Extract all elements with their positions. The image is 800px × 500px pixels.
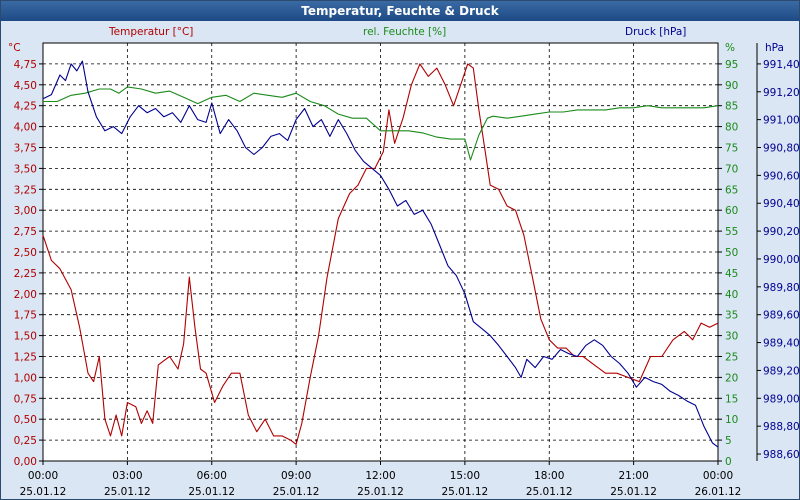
time-tick-label: 00:00 [703,470,733,482]
humidity-tick-label: 20 [725,372,738,384]
window-title: Temperatur, Feuchte & Druck [1,1,799,21]
humidity-tick-label: 50 [725,247,738,259]
humidity-tick-label: 45 [725,268,738,280]
temperature-tick-label: 3,75 [14,143,37,155]
temperature-tick-label: 4,50 [14,80,37,92]
date-tick-label: 25.01.12 [357,486,404,498]
pressure-tick-label: 991,40 [763,59,799,71]
temperature-tick-label: 1,50 [14,331,37,343]
humidity-tick-label: 40 [725,289,738,301]
temperature-tick-label: 1,25 [14,352,37,364]
humidity-tick-label: 95 [725,59,738,71]
pressure-tick-label: 989,80 [763,282,799,294]
humidity-tick-label: 10 [725,414,738,426]
time-tick-label: 09:00 [281,470,311,482]
pressure-tick-label: 991,00 [763,115,799,127]
humidity-tick-label: 80 [725,122,738,134]
time-tick-label: 15:00 [450,470,480,482]
date-tick-label: 25.01.12 [526,486,573,498]
date-tick-label: 25.01.12 [273,486,320,498]
pressure-tick-label: 989,00 [763,393,799,405]
humidity-tick-label: 60 [725,205,738,217]
temperature-tick-label: 4,75 [14,59,37,71]
temperature-tick-label: 1,00 [14,372,37,384]
temperature-tick-label: 3,25 [14,184,37,196]
axis-titles: °C Temperatur [°C] rel. Feuchte [%] % Dr… [8,26,784,54]
pressure-tick-label: 990,20 [763,226,799,238]
pressure-tick-label: 990,00 [763,254,799,266]
pressure-axis: 988,60 988,80 989,00 989,20 989,40 989,60 989,… [756,43,799,461]
time-axis: 00:00 25.01.12 03:00 25.01.12 06:00 25.01.12 0… [20,461,742,498]
date-tick-label: 25.01.12 [610,486,657,498]
date-tick-label: 26.01.12 [695,486,742,498]
time-tick-label: 03:00 [112,470,142,482]
pressure-tick-label: 989,60 [763,310,799,322]
chart-canvas: 0,00 0,25 0,50 0,75 1,00 1,25 1,50 1,75 2,00 2,25… [8,26,799,498]
date-tick-label: 25.01.12 [20,486,67,498]
humidity-tick-label: 90 [725,80,738,92]
humidity-unit-label: % [725,42,735,54]
date-tick-label: 25.01.12 [188,486,235,498]
pressure-tick-label: 991,20 [763,87,799,99]
temperature-tick-label: 2,00 [14,289,37,301]
temperature-tick-label: 2,25 [14,268,37,280]
pressure-tick-label: 988,60 [763,449,799,461]
pressure-tick-label: 989,20 [763,365,799,377]
humidity-tick-label: 55 [725,226,738,238]
time-tick-label: 06:00 [197,470,227,482]
temperature-tick-label: 3,00 [14,205,37,217]
pressure-tick-label: 990,40 [763,198,799,210]
temperature-tick-label: 4,25 [14,101,37,113]
series-line-humidity [43,86,719,161]
humidity-tick-label: 85 [725,101,738,113]
temperature-tick-label: 2,75 [14,226,37,238]
temperature-tick-label: 3,50 [14,163,37,175]
humidity-tick-label: 25 [725,352,738,364]
temperature-unit-label: °C [8,42,21,54]
time-tick-label: 18:00 [534,470,564,482]
humidity-tick-label: 70 [725,163,738,175]
humidity-tick-label: 0 [725,456,732,468]
temperature-tick-label: 0,50 [14,414,37,426]
humidity-tick-label: 5 [725,435,732,447]
pressure-axis-title: Druck [hPa] [625,26,686,38]
temperature-axis: 0,00 0,25 0,50 0,75 1,00 1,25 1,50 1,75 2,00 2,25… [14,59,43,468]
humidity-tick-label: 75 [725,143,738,155]
humidity-axis: 0 5 10 15 20 25 30 35 40 45 50 55 60 65 70 75 80 85 90 95 [718,59,738,468]
time-tick-label: 12:00 [365,470,395,482]
date-tick-label: 25.01.12 [104,486,151,498]
series-layer [42,60,719,448]
time-tick-label: 00:00 [28,470,58,482]
temperature-axis-title: Temperatur [°C] [108,26,193,38]
pressure-tick-label: 989,40 [763,338,799,350]
temperature-tick-label: 4,00 [14,122,37,134]
humidity-tick-label: 30 [725,331,738,343]
series-line-pressure [42,60,719,448]
pressure-tick-label: 990,80 [763,143,799,155]
date-tick-label: 25.01.12 [441,486,488,498]
temperature-tick-label: 2,50 [14,247,37,259]
temperature-tick-label: 0,75 [14,393,37,405]
temperature-tick-label: 0,25 [14,435,37,447]
humidity-tick-label: 65 [725,184,738,196]
pressure-tick-label: 988,80 [763,421,799,433]
pressure-tick-label: 990,60 [763,170,799,182]
humidity-tick-label: 35 [725,310,738,322]
pressure-unit-label: hPa [765,42,784,54]
temperature-tick-label: 1,75 [14,310,37,322]
humidity-tick-label: 15 [725,393,738,405]
temperature-tick-label: 0,00 [14,456,37,468]
humidity-axis-title: rel. Feuchte [%] [363,26,446,38]
time-tick-label: 21:00 [618,470,648,482]
